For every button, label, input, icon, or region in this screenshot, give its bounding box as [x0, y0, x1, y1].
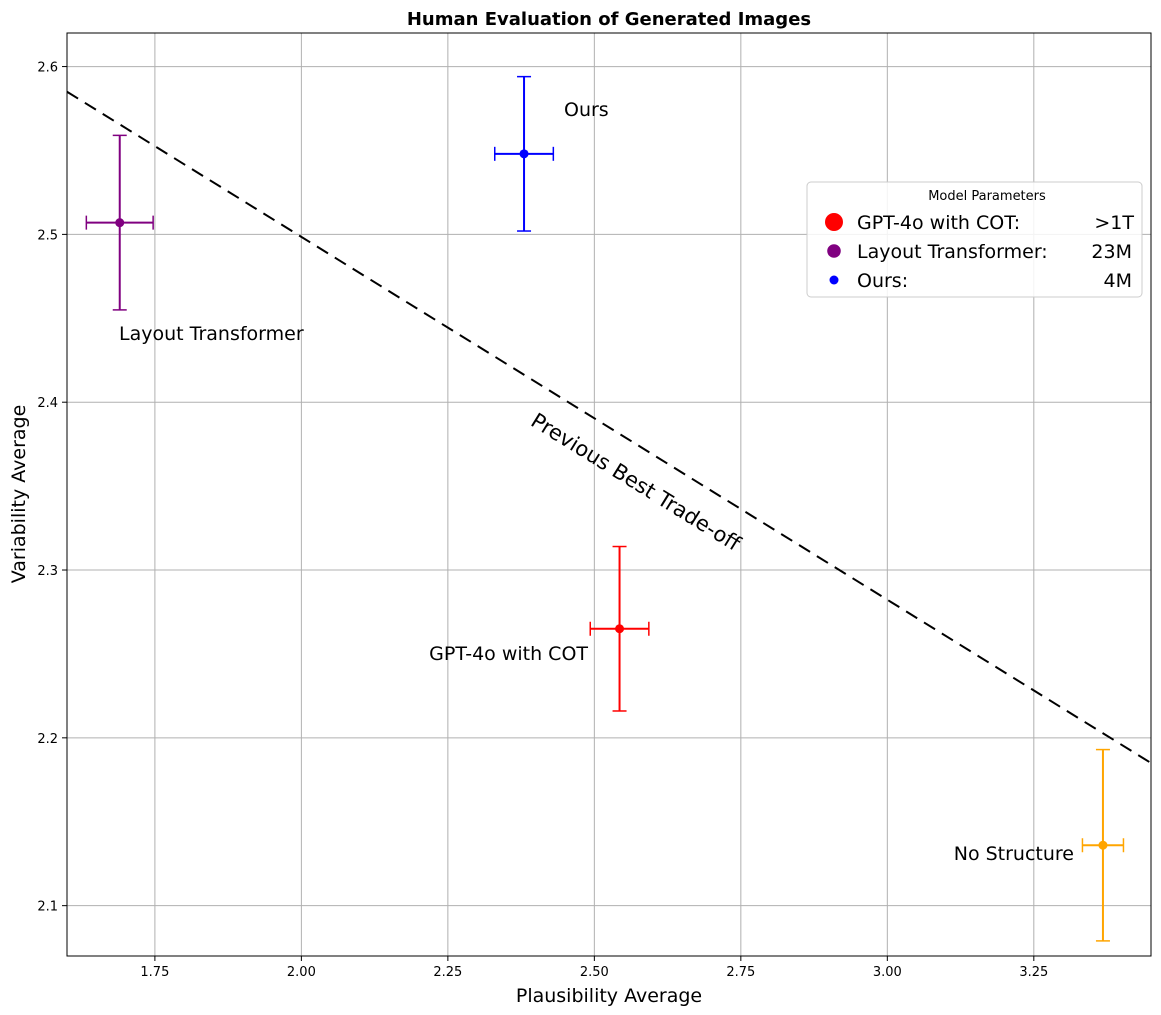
- legend-marker-ours: [829, 275, 839, 285]
- legend-name-layout-transformer: Layout Transformer:: [857, 241, 1048, 263]
- data-points: [85, 75, 1125, 942]
- legend-value-ours: 4M: [1104, 270, 1132, 292]
- plot-area: [66, 32, 1152, 957]
- x-tick-label: 1.75: [140, 965, 169, 980]
- y-tick-label: 2.1: [37, 900, 58, 915]
- y-axis-label: Variability Average: [8, 405, 30, 584]
- legend: Model Parameters GPT-4o with COT: >1T La…: [806, 181, 1143, 298]
- data-point: [493, 75, 555, 232]
- point-labels: Ours Layout Transformer GPT-4o with COT …: [119, 99, 1074, 865]
- grid-lines: [67, 33, 1151, 956]
- y-tick-label: 2.6: [37, 61, 58, 76]
- data-point: [85, 134, 154, 311]
- legend-value-gpt4o: >1T: [1094, 212, 1134, 234]
- legend-value-layout-transformer: 23M: [1091, 241, 1132, 263]
- legend-title: Model Parameters: [928, 189, 1046, 204]
- y-tick-label: 2.4: [37, 396, 58, 411]
- legend-marker-layout-transformer: [827, 244, 841, 258]
- x-axis-ticks: 1.75 2.00 2.25 2.50 2.75 3.00 3.25: [140, 956, 1048, 980]
- point-marker: [1098, 840, 1108, 850]
- point-label-no-structure: No Structure: [954, 843, 1074, 865]
- x-axis-label: Plausibility Average: [516, 985, 702, 1007]
- point-marker: [519, 149, 529, 159]
- point-label-gpt4o: GPT-4o with COT: [429, 643, 588, 665]
- x-tick-label: 2.25: [433, 965, 462, 980]
- legend-name-gpt4o: GPT-4o with COT:: [857, 212, 1020, 234]
- x-tick-label: 2.50: [580, 965, 609, 980]
- point-marker: [115, 218, 125, 228]
- legend-marker-gpt4o: [825, 213, 843, 231]
- y-tick-label: 2.3: [37, 564, 58, 579]
- data-point: [589, 545, 650, 712]
- x-tick-label: 3.25: [1019, 965, 1048, 980]
- chart-title: Human Evaluation of Generated Images: [407, 9, 811, 30]
- legend-name-ours: Ours:: [857, 270, 908, 292]
- legend-box: [806, 181, 1143, 298]
- x-tick-label: 2.00: [287, 965, 316, 980]
- x-tick-label: 2.75: [726, 965, 755, 980]
- y-tick-label: 2.2: [37, 732, 58, 747]
- y-axis-ticks: 2.1 2.2 2.3 2.4 2.5 2.6: [37, 61, 67, 915]
- point-marker: [615, 624, 625, 634]
- trend-line-label: Previous Best Trade-off: [527, 408, 745, 556]
- x-tick-label: 3.00: [873, 965, 902, 980]
- point-label-layout-transformer: Layout Transformer: [119, 323, 304, 345]
- trend-line: [66, 90, 1152, 764]
- y-tick-label: 2.5: [37, 228, 58, 243]
- data-point: [1081, 748, 1125, 942]
- point-label-ours: Ours: [564, 99, 609, 121]
